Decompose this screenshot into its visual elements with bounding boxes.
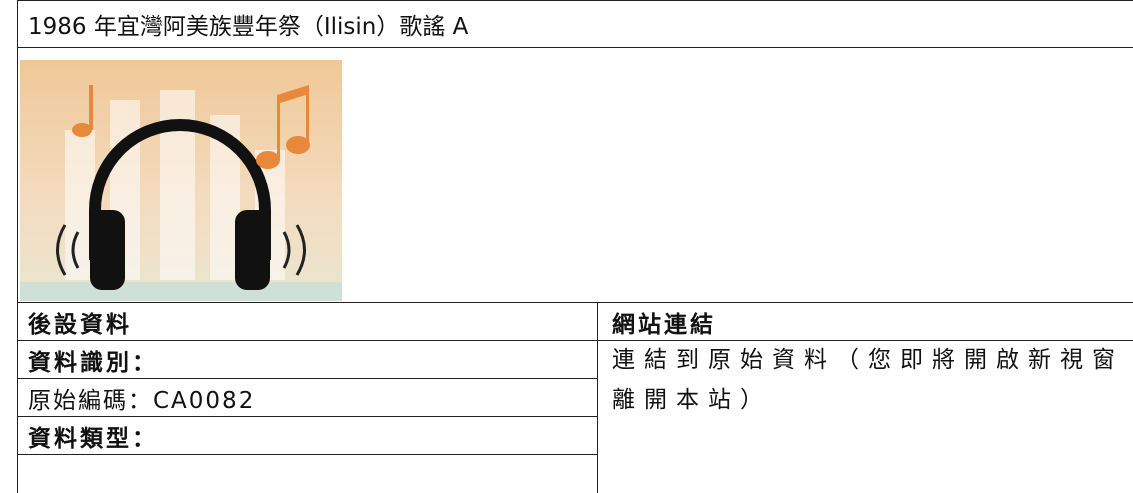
- metadata-row: 資料類型：: [28, 425, 158, 452]
- border: [17, 416, 597, 417]
- link[interactable]: 連結到原始資料（您即將開啟新視窗離開本站）: [612, 347, 1124, 413]
- border: [17, 340, 1133, 341]
- metadata-row: 資料識別：: [28, 349, 158, 376]
- links-heading: 網站連結: [612, 311, 716, 338]
- metadata-row: 原始編碼：CA0082: [28, 387, 256, 414]
- border: [17, 378, 597, 379]
- border: [17, 0, 18, 493]
- border: [17, 302, 1133, 303]
- border: [597, 302, 598, 493]
- border: [17, 454, 597, 455]
- title: 1986 年宜灣阿美族豐年祭（Ilisin）歌謠 A: [28, 14, 469, 40]
- metadata-heading: 後設資料: [28, 311, 132, 338]
- border: [17, 0, 1133, 1]
- border: [17, 47, 1133, 48]
- audio-icon: [20, 60, 342, 301]
